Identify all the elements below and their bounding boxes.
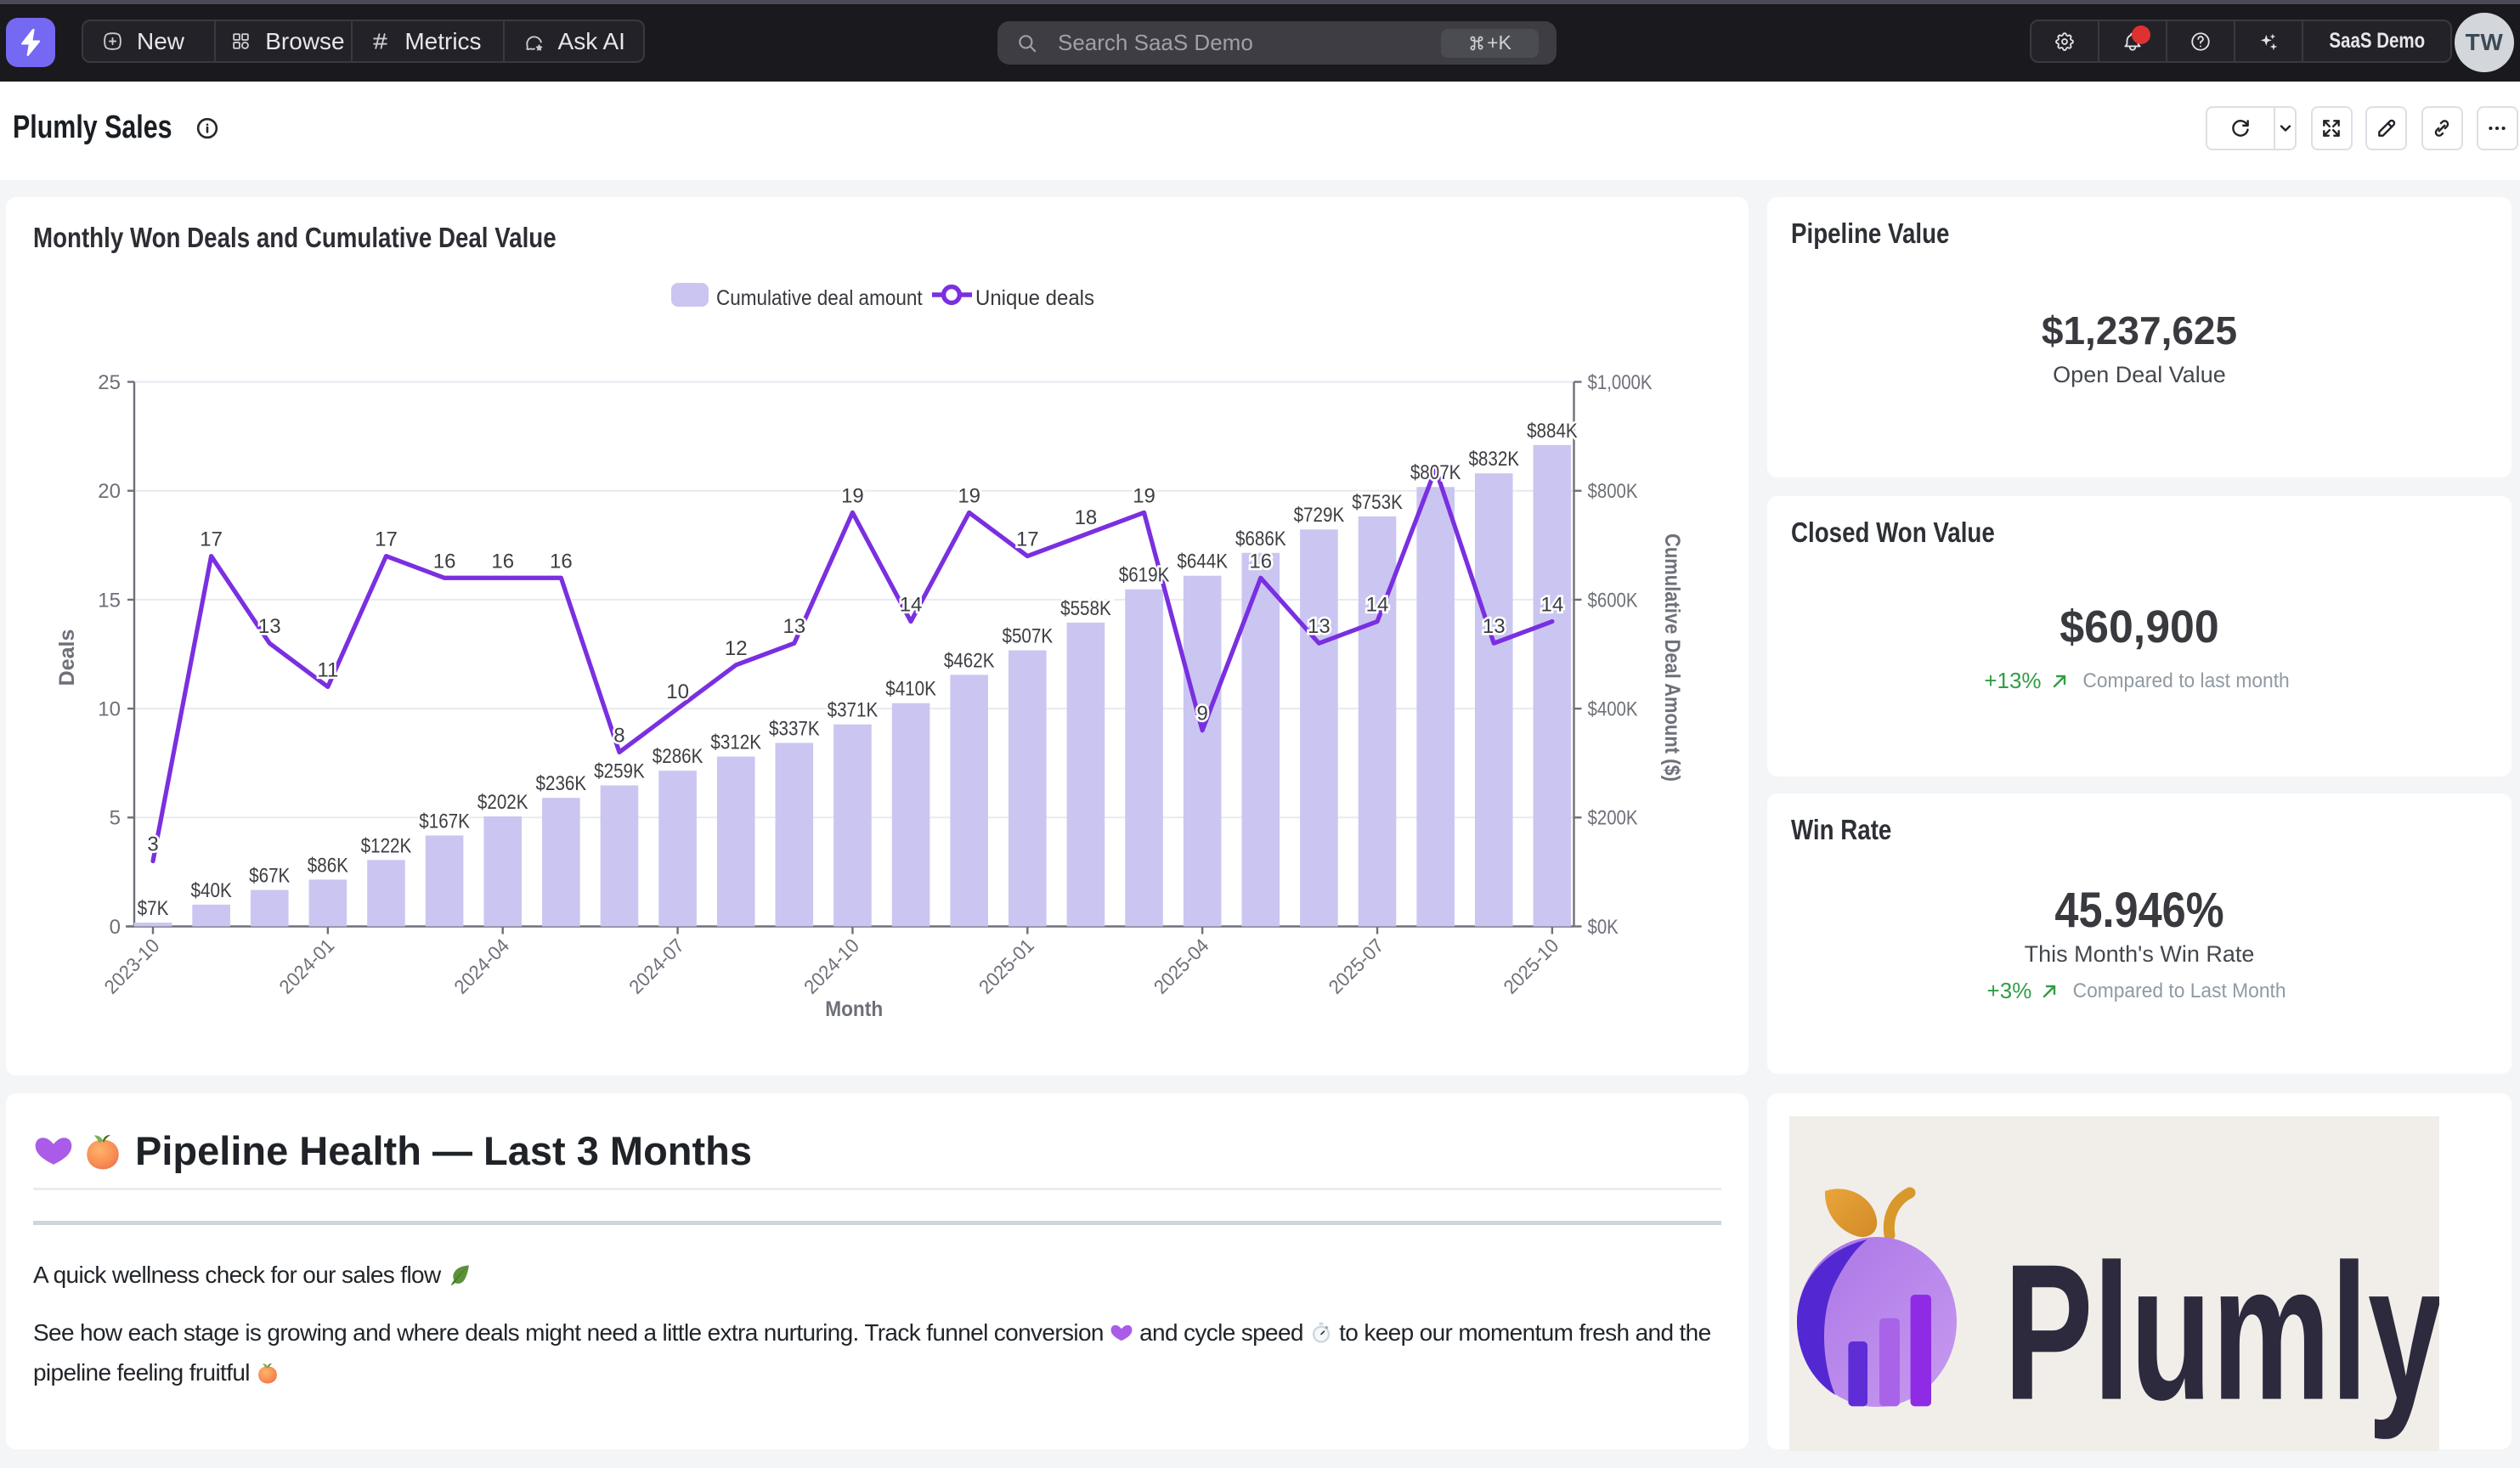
svg-text:17: 17 (200, 528, 223, 551)
svg-text:$884K: $884K (1527, 420, 1578, 443)
svg-text:16: 16 (491, 550, 514, 573)
svg-text:$753K: $753K (1352, 491, 1403, 514)
svg-text:$286K: $286K (653, 745, 703, 768)
svg-text:2024-07: 2024-07 (624, 934, 688, 998)
svg-text:19: 19 (841, 484, 864, 507)
svg-text:$236K: $236K (536, 772, 587, 795)
svg-text:14: 14 (900, 594, 923, 617)
svg-text:2024-04: 2024-04 (449, 934, 513, 998)
svg-text:$40K: $40K (191, 879, 232, 902)
svg-text:$259K: $259K (594, 759, 645, 782)
svg-text:$337K: $337K (769, 717, 820, 740)
svg-text:$729K: $729K (1294, 504, 1345, 527)
svg-text:$312K: $312K (710, 731, 761, 754)
svg-text:$167K: $167K (419, 810, 470, 833)
svg-text:$558K: $558K (1060, 597, 1111, 620)
svg-text:Deals: Deals (55, 630, 79, 686)
svg-text:13: 13 (783, 615, 805, 638)
svg-text:13: 13 (258, 615, 281, 638)
svg-text:$1,000K: $1,000K (1588, 371, 1653, 394)
svg-text:16: 16 (1249, 550, 1272, 573)
svg-text:19: 19 (958, 484, 980, 507)
svg-text:Cumulative deal amount: Cumulative deal amount (716, 286, 923, 310)
svg-text:$202K: $202K (477, 791, 528, 814)
svg-text:Cumulative Deal Amount ($): Cumulative Deal Amount ($) (1660, 534, 1684, 782)
svg-text:$800K: $800K (1588, 480, 1638, 503)
svg-text:18: 18 (1075, 506, 1098, 529)
svg-text:9: 9 (1196, 703, 1207, 726)
svg-text:$400K: $400K (1588, 698, 1638, 721)
svg-text:$67K: $67K (249, 865, 290, 888)
svg-text:$371K: $371K (828, 699, 879, 722)
svg-text:$7K: $7K (138, 897, 169, 920)
svg-text:2024-01: 2024-01 (274, 934, 338, 998)
svg-text:2025-01: 2025-01 (975, 934, 1038, 998)
svg-text:11: 11 (317, 658, 338, 681)
svg-text:0: 0 (110, 916, 121, 939)
svg-text:$200K: $200K (1588, 807, 1638, 830)
svg-text:$462K: $462K (944, 649, 995, 672)
svg-text:14: 14 (1541, 594, 1564, 617)
svg-text:14: 14 (1366, 594, 1389, 617)
svg-text:$644K: $644K (1177, 550, 1228, 573)
svg-text:8: 8 (613, 724, 624, 747)
svg-text:Month: Month (825, 997, 883, 1021)
svg-text:20: 20 (98, 480, 121, 503)
svg-text:13: 13 (1308, 615, 1331, 638)
svg-text:25: 25 (98, 371, 121, 394)
svg-text:Unique deals: Unique deals (975, 286, 1094, 310)
svg-text:15: 15 (98, 589, 121, 612)
svg-text:10: 10 (666, 680, 689, 703)
svg-text:3: 3 (147, 833, 158, 856)
svg-text:5: 5 (110, 807, 121, 830)
svg-text:$122K: $122K (361, 834, 412, 857)
svg-text:$86K: $86K (308, 854, 348, 877)
svg-text:17: 17 (375, 528, 398, 551)
svg-text:$410K: $410K (885, 678, 936, 701)
svg-text:$600K: $600K (1588, 589, 1638, 612)
svg-text:$686K: $686K (1235, 528, 1286, 550)
svg-text:16: 16 (550, 550, 573, 573)
svg-text:2023-10: 2023-10 (99, 934, 163, 998)
svg-text:$807K: $807K (1410, 461, 1461, 484)
svg-text:2025-10: 2025-10 (1499, 934, 1562, 998)
svg-text:$619K: $619K (1119, 564, 1170, 587)
svg-text:$0K: $0K (1588, 916, 1619, 939)
svg-text:2025-04: 2025-04 (1150, 934, 1213, 998)
svg-text:10: 10 (98, 698, 121, 721)
svg-text:17: 17 (1016, 528, 1039, 551)
svg-text:Plumly: Plumly (2004, 1224, 2439, 1441)
svg-text:19: 19 (1133, 484, 1155, 507)
svg-text:13: 13 (1483, 615, 1506, 638)
svg-text:2024-10: 2024-10 (800, 934, 863, 998)
svg-text:12: 12 (725, 637, 748, 660)
svg-text:2025-07: 2025-07 (1324, 934, 1387, 998)
svg-text:$507K: $507K (1003, 625, 1054, 648)
svg-text:$832K: $832K (1468, 448, 1519, 471)
svg-text:16: 16 (433, 550, 456, 573)
